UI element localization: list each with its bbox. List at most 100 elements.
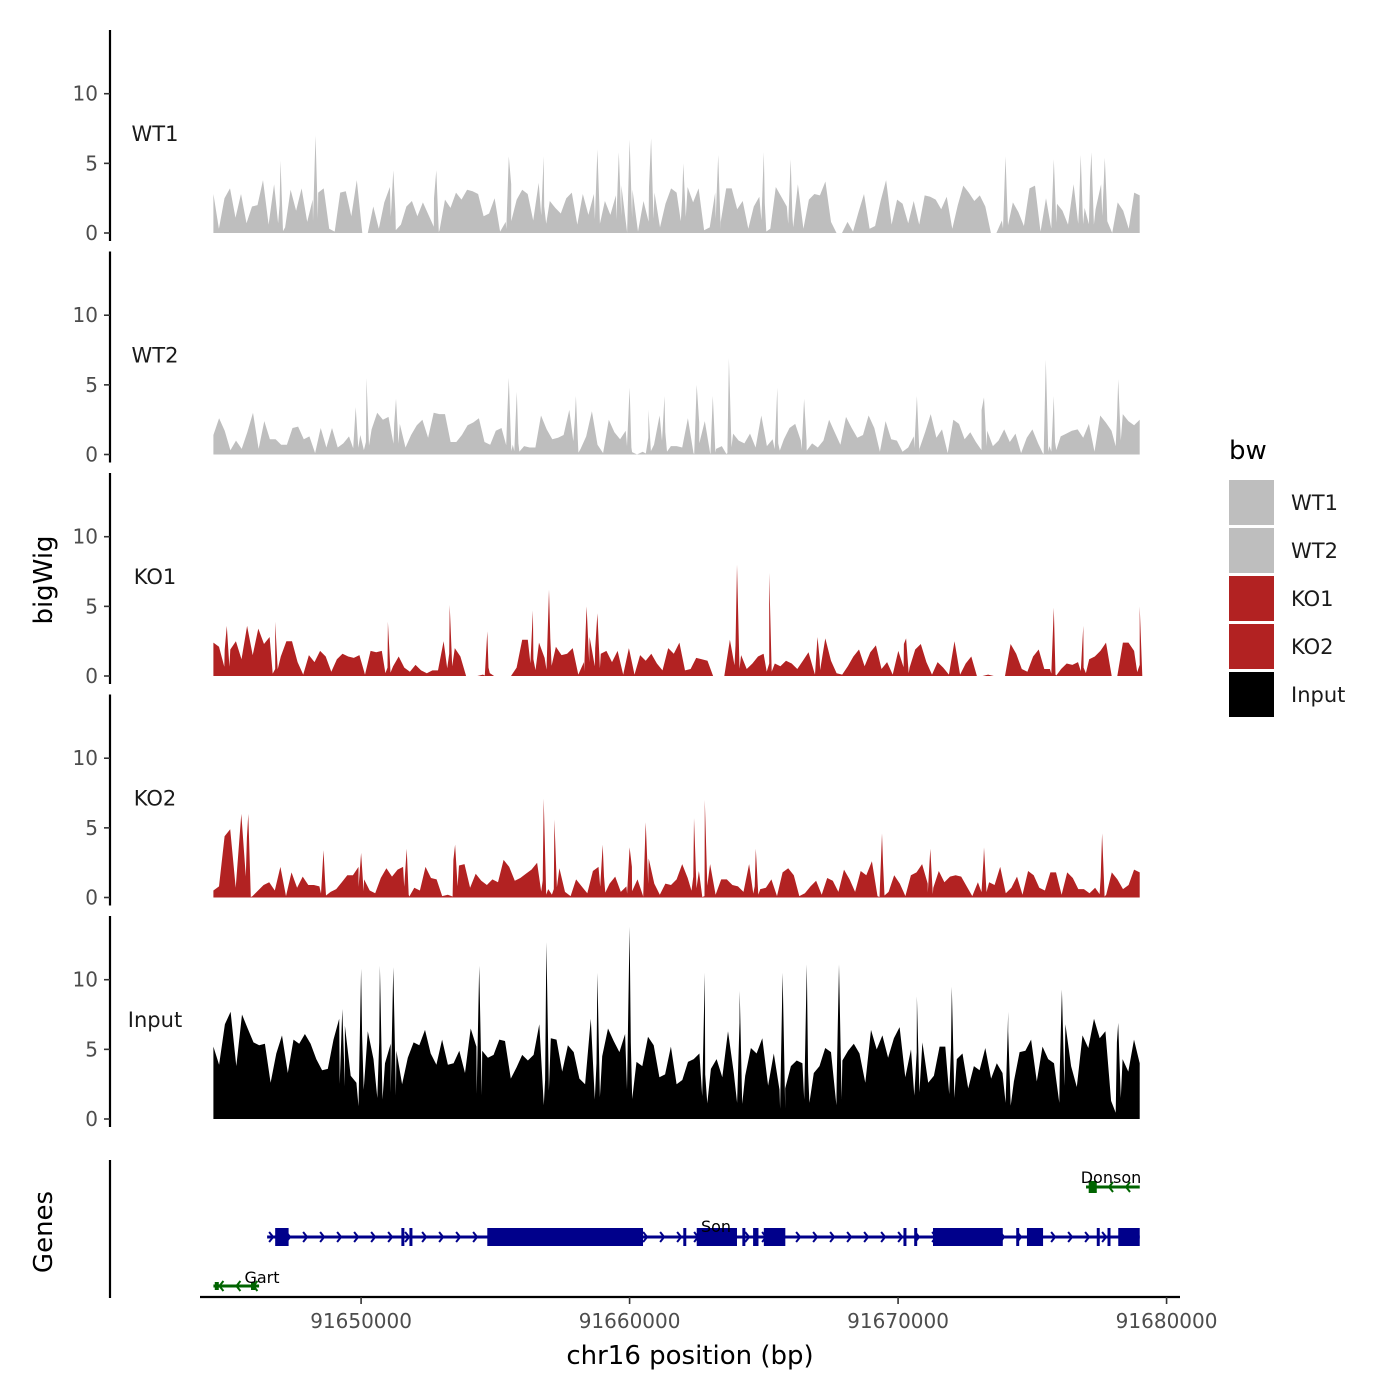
- strand-chevron: [404, 1231, 411, 1243]
- exon: [683, 1228, 687, 1246]
- legend-label-input: Input: [1291, 683, 1345, 707]
- y-tick-label: 5: [85, 816, 98, 840]
- legend-key-ko2: [1229, 624, 1274, 669]
- strand-chevron: [387, 1231, 394, 1243]
- track-panel-ko2: 0 5 10 KO2: [73, 694, 1140, 910]
- track-panel-input: 0 5 10 Input: [73, 916, 1140, 1131]
- strand-chevron: [659, 1231, 666, 1243]
- strand-chevron: [1067, 1231, 1074, 1243]
- gene-label-gart: Gart: [244, 1268, 279, 1287]
- strand-chevron: [846, 1231, 853, 1243]
- strand-chevron: [1050, 1231, 1057, 1243]
- x-axis-title: chr16 position (bp): [566, 1341, 813, 1371]
- strand-chevron: [370, 1231, 377, 1243]
- gene-donson: Donson: [1081, 1168, 1142, 1193]
- track-panel-wt2: 0 5 10 WT2: [73, 251, 1140, 467]
- exon: [487, 1228, 644, 1246]
- y-tick-label: 0: [85, 1107, 98, 1131]
- coverage-area-input: [213, 926, 1140, 1119]
- exon: [763, 1228, 786, 1246]
- exon: [932, 1228, 1003, 1246]
- strand-chevron: [1084, 1231, 1091, 1243]
- strand-chevron: [353, 1231, 360, 1243]
- strand-chevron: [455, 1231, 462, 1243]
- y-tick-label: 10: [73, 968, 98, 992]
- strand-chevron: [829, 1231, 836, 1243]
- gene-son: Son: [267, 1217, 1140, 1246]
- exon: [1096, 1228, 1100, 1246]
- exon: [401, 1228, 405, 1246]
- exon: [1088, 1181, 1097, 1193]
- y-tick-label: 10: [73, 746, 98, 770]
- y-tick-label: 0: [85, 664, 98, 688]
- strand-chevron: [795, 1231, 802, 1243]
- legend-label-wt2: WT2: [1291, 539, 1338, 563]
- gene-label-son: Son: [701, 1217, 731, 1236]
- legend-key-input: [1229, 672, 1274, 717]
- y-tick-label: 10: [73, 525, 98, 549]
- coverage-area-wt2: [213, 358, 1140, 455]
- track-panel-ko1: 0 5 10 KO1: [73, 473, 1143, 688]
- strand-chevron: [438, 1231, 445, 1243]
- legend-label-wt1: WT1: [1291, 491, 1338, 515]
- exon: [1118, 1228, 1140, 1246]
- strand-chevron: [897, 1231, 904, 1243]
- y-tick-label: 5: [85, 594, 98, 618]
- track-panel-wt1: 0 5 10 WT1: [73, 30, 1140, 245]
- exon: [696, 1228, 737, 1246]
- y-tick-label: 0: [85, 221, 98, 245]
- strand-chevron: [812, 1231, 819, 1243]
- y-tick-label: 10: [73, 82, 98, 106]
- strand-chevron: [218, 1280, 225, 1292]
- facet-label-wt1: WT1: [132, 122, 179, 146]
- x-axis: 91650000 91660000 91670000 91680000: [200, 1295, 1218, 1333]
- bigwig-track-panels: 0 5 10 WT1 0 5 10 WT2 0 5 10 KO1 0 5 10 KO2 0 5 10 Input: [73, 30, 1143, 1131]
- x-tick-label: 91650000: [310, 1309, 412, 1333]
- y-tick-label: 5: [85, 373, 98, 397]
- legend-key-wt2: [1229, 528, 1274, 573]
- coverage-area-wt1: [213, 135, 1140, 233]
- strand-chevron: [744, 1231, 751, 1243]
- strand-chevron: [1101, 1231, 1108, 1243]
- exon: [214, 1282, 219, 1290]
- x-tick-label: 91680000: [1116, 1309, 1218, 1333]
- strand-chevron: [676, 1231, 683, 1243]
- legend-label-ko1: KO1: [1291, 587, 1334, 611]
- exon: [903, 1228, 907, 1246]
- strand-chevron: [880, 1231, 887, 1243]
- legend-label-ko2: KO2: [1291, 635, 1334, 659]
- y-tick-label: 5: [85, 1037, 98, 1061]
- exon: [1107, 1228, 1111, 1246]
- y-tick-label: 10: [73, 303, 98, 327]
- exon: [753, 1228, 759, 1246]
- exon: [251, 1282, 256, 1290]
- coverage-area-ko2: [213, 798, 1140, 898]
- coverage-area-ko1: [213, 564, 1143, 676]
- exon: [409, 1228, 413, 1246]
- legend-title: bw: [1229, 436, 1267, 466]
- legend-key-ko1: [1229, 576, 1274, 621]
- gene-label-donson: Donson: [1081, 1168, 1142, 1187]
- exon: [275, 1228, 289, 1246]
- facet-label-input: Input: [128, 1008, 182, 1032]
- exon: [742, 1228, 746, 1246]
- facet-label-wt2: WT2: [132, 344, 179, 368]
- exon: [1026, 1228, 1044, 1246]
- strand-chevron: [863, 1231, 870, 1243]
- strand-chevron: [302, 1231, 309, 1243]
- facet-label-ko2: KO2: [134, 787, 177, 811]
- y-axis-title: bigWig: [29, 535, 59, 624]
- genes-axis-title: Genes: [29, 1191, 59, 1273]
- legend: bw WT1 WT2 KO1 KO2 Input: [1229, 436, 1345, 717]
- y-tick-label: 0: [85, 443, 98, 467]
- strand-chevron: [336, 1231, 343, 1243]
- strand-chevron: [421, 1231, 428, 1243]
- exon: [914, 1228, 918, 1246]
- genes-panel: Gart Son Donson: [108, 1160, 1142, 1298]
- gene-gart: Gart: [213, 1268, 280, 1292]
- y-tick-label: 5: [85, 151, 98, 175]
- strand-chevron: [319, 1231, 326, 1243]
- x-tick-label: 91660000: [579, 1309, 681, 1333]
- legend-key-wt1: [1229, 480, 1274, 525]
